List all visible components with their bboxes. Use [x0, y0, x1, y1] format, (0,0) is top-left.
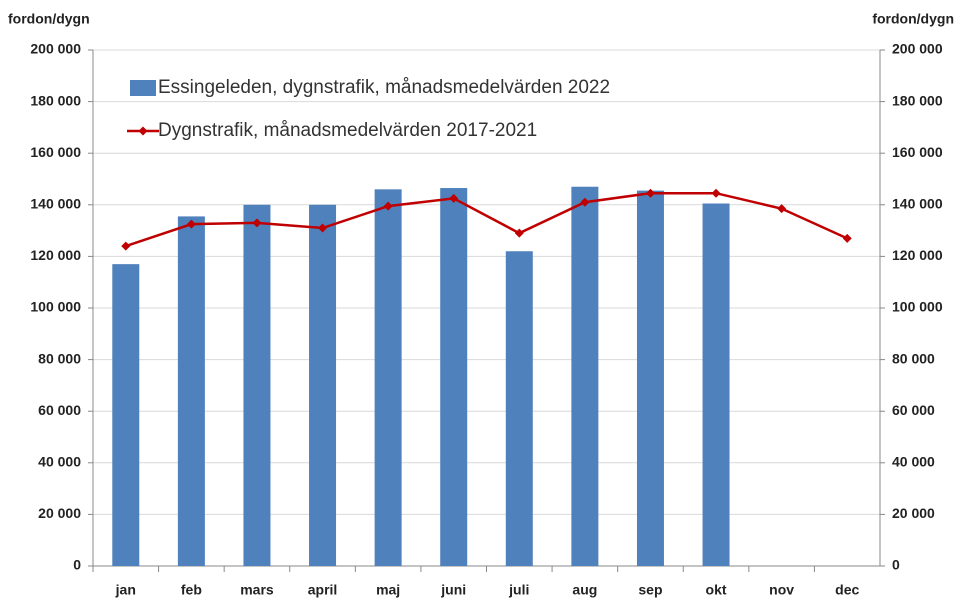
x-tick-label: maj — [376, 582, 400, 598]
y-tick-label: 20 000 — [38, 505, 81, 521]
x-tick-label: dec — [835, 582, 859, 598]
marker — [645, 188, 655, 198]
y2-tick-label: 80 000 — [892, 350, 935, 366]
y-tick-label: 0 — [73, 557, 81, 573]
bar — [374, 189, 402, 566]
y2-tick-label: 200 000 — [892, 41, 943, 57]
y2-tick-label: 20 000 — [892, 505, 935, 521]
y2-tick-label: 120 000 — [892, 247, 943, 263]
x-tick-label: okt — [706, 582, 727, 598]
legend-label: Dygnstrafik, månadsmedelvärden 2017-2021 — [158, 120, 537, 141]
marker — [121, 241, 131, 251]
x-tick-label: april — [308, 582, 338, 598]
x-tick-label: jan — [115, 582, 136, 598]
y-tick-label: 100 000 — [30, 299, 81, 315]
legend-marker — [138, 126, 148, 136]
y-tick-label: 160 000 — [30, 144, 81, 160]
x-tick-label: juni — [440, 582, 466, 598]
y2-tick-label: 160 000 — [892, 144, 943, 160]
line — [125, 191, 848, 248]
marker — [580, 197, 590, 207]
y-tick-label: 140 000 — [30, 196, 81, 212]
y2-tick-label: 40 000 — [892, 454, 935, 470]
y-tick-label: 60 000 — [38, 402, 81, 418]
x-tick-label: aug — [572, 582, 597, 598]
bar — [309, 204, 337, 567]
bar — [702, 203, 730, 566]
x-tick-label: nov — [769, 582, 794, 598]
marker — [186, 219, 196, 229]
y-tick-label: 120 000 — [30, 247, 81, 263]
x-tick-label: mars — [240, 582, 274, 598]
bar — [112, 264, 140, 566]
y2-tick-label: 60 000 — [892, 402, 935, 418]
legend-swatch — [130, 80, 156, 96]
y-tick-label: 80 000 — [38, 350, 81, 366]
legend-label: Essingeleden, dygnstrafik, månadsmedelvä… — [158, 77, 610, 98]
y2-tick-label: 0 — [892, 557, 900, 573]
bar — [177, 216, 205, 566]
marker — [777, 204, 787, 214]
y2-tick-label: 100 000 — [892, 299, 943, 315]
marker — [318, 223, 328, 233]
x-tick-label: juli — [508, 582, 529, 598]
marker — [449, 193, 459, 203]
bar — [636, 190, 664, 567]
marker — [514, 228, 524, 238]
bar — [440, 188, 468, 566]
y2-axis-label: fordon/dygn — [872, 11, 954, 27]
y-tick-label: 200 000 — [30, 41, 81, 57]
marker — [252, 218, 262, 228]
y2-tick-label: 180 000 — [892, 92, 943, 108]
y-axis-label: fordon/dygn — [8, 11, 90, 27]
bar — [505, 251, 533, 567]
bar — [571, 186, 599, 567]
marker — [711, 188, 721, 198]
y2-tick-label: 140 000 — [892, 196, 943, 212]
y-tick-label: 40 000 — [38, 454, 81, 470]
x-tick-label: sep — [638, 582, 662, 598]
bar — [243, 204, 271, 567]
y-tick-label: 180 000 — [30, 92, 81, 108]
x-tick-label: feb — [181, 582, 202, 598]
marker — [842, 233, 852, 243]
marker — [383, 201, 393, 211]
